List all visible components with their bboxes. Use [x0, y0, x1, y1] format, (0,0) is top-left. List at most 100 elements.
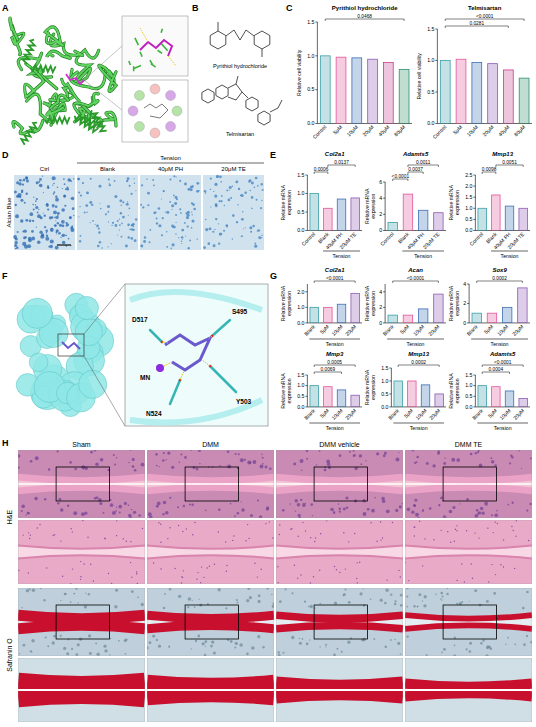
tick-label: 1.5 — [381, 365, 388, 371]
shape — [137, 596, 139, 598]
shape — [218, 22, 219, 31]
shape — [236, 221, 238, 223]
shape — [400, 653, 401, 654]
shape — [210, 645, 213, 648]
bars — [394, 381, 443, 407]
shape — [147, 546, 274, 549]
shape — [405, 658, 532, 722]
shape — [202, 642, 205, 645]
shape — [101, 247, 103, 249]
shape — [35, 200, 37, 202]
tick-label: 0.0 — [427, 120, 434, 126]
bar-chart: Mmp3Relative mRNAexpression0.00.51.01.5B… — [280, 351, 362, 431]
shape — [390, 594, 392, 596]
tick — [305, 193, 307, 194]
tick — [473, 396, 475, 397]
shape — [359, 454, 362, 457]
shape — [278, 582, 279, 583]
shape — [89, 652, 92, 655]
axis-title: expression — [286, 378, 292, 403]
shape — [405, 555, 532, 584]
shape — [334, 602, 337, 605]
shape — [325, 644, 327, 646]
shape — [24, 202, 26, 204]
shape — [184, 183, 187, 186]
axis-title: expression — [286, 190, 292, 215]
shape — [47, 645, 49, 647]
shape — [326, 520, 327, 521]
shape — [482, 639, 485, 642]
shape — [503, 539, 504, 540]
shape — [45, 27, 63, 46]
shape — [18, 615, 145, 618]
shape — [310, 537, 311, 538]
shape — [30, 650, 32, 652]
shape — [466, 530, 467, 531]
shape — [151, 64, 156, 68]
shape — [75, 93, 98, 106]
shape — [70, 601, 72, 603]
shape — [242, 211, 243, 212]
bar — [435, 394, 443, 407]
shape — [42, 175, 43, 176]
shape — [18, 450, 145, 481]
histology-image — [405, 450, 532, 518]
shape — [454, 637, 456, 639]
shape — [230, 640, 233, 643]
shape — [110, 499, 112, 501]
shape — [472, 578, 473, 579]
bar-chart: Adamts5Relative mRNAexpression0.00.51.01… — [448, 351, 530, 431]
shape — [64, 205, 66, 207]
shape — [444, 458, 445, 459]
bar — [440, 60, 450, 123]
category-label: 5μM — [319, 323, 330, 334]
shape — [18, 693, 145, 696]
shape — [107, 211, 109, 213]
shape — [147, 555, 274, 584]
shape — [252, 460, 256, 464]
shape — [415, 513, 419, 517]
shape — [442, 595, 444, 597]
label: D517 — [132, 316, 148, 323]
shape — [140, 52, 142, 57]
shape — [192, 203, 195, 206]
shape — [119, 511, 121, 513]
shape — [163, 607, 165, 609]
shape — [384, 452, 387, 455]
shape — [514, 644, 516, 646]
shape — [500, 564, 501, 565]
label: Telmisartan — [226, 131, 254, 137]
shape — [103, 645, 106, 648]
shape — [15, 237, 18, 240]
shape — [116, 507, 117, 508]
shape — [294, 565, 295, 566]
shape — [214, 229, 215, 230]
label: Blank — [100, 166, 116, 172]
shape — [276, 658, 403, 687]
shape — [167, 538, 168, 539]
shape — [297, 577, 298, 578]
shape — [169, 178, 171, 180]
shape — [75, 296, 98, 319]
shape — [140, 175, 201, 250]
shape — [121, 223, 123, 225]
shape — [204, 654, 207, 656]
shape — [426, 654, 428, 656]
shape — [185, 605, 238, 639]
bar — [310, 307, 318, 323]
shape — [385, 589, 388, 592]
shape — [495, 521, 496, 522]
shape — [25, 177, 28, 180]
tick — [305, 406, 307, 407]
bar — [310, 386, 318, 407]
shape — [262, 49, 263, 57]
shape — [64, 195, 66, 197]
shape — [72, 207, 75, 210]
shape — [80, 579, 81, 580]
shape — [161, 29, 162, 33]
shape — [26, 179, 29, 182]
shape — [384, 602, 387, 605]
shape — [241, 235, 243, 237]
shape — [443, 515, 446, 518]
tick-label: 0.0 — [297, 404, 304, 410]
